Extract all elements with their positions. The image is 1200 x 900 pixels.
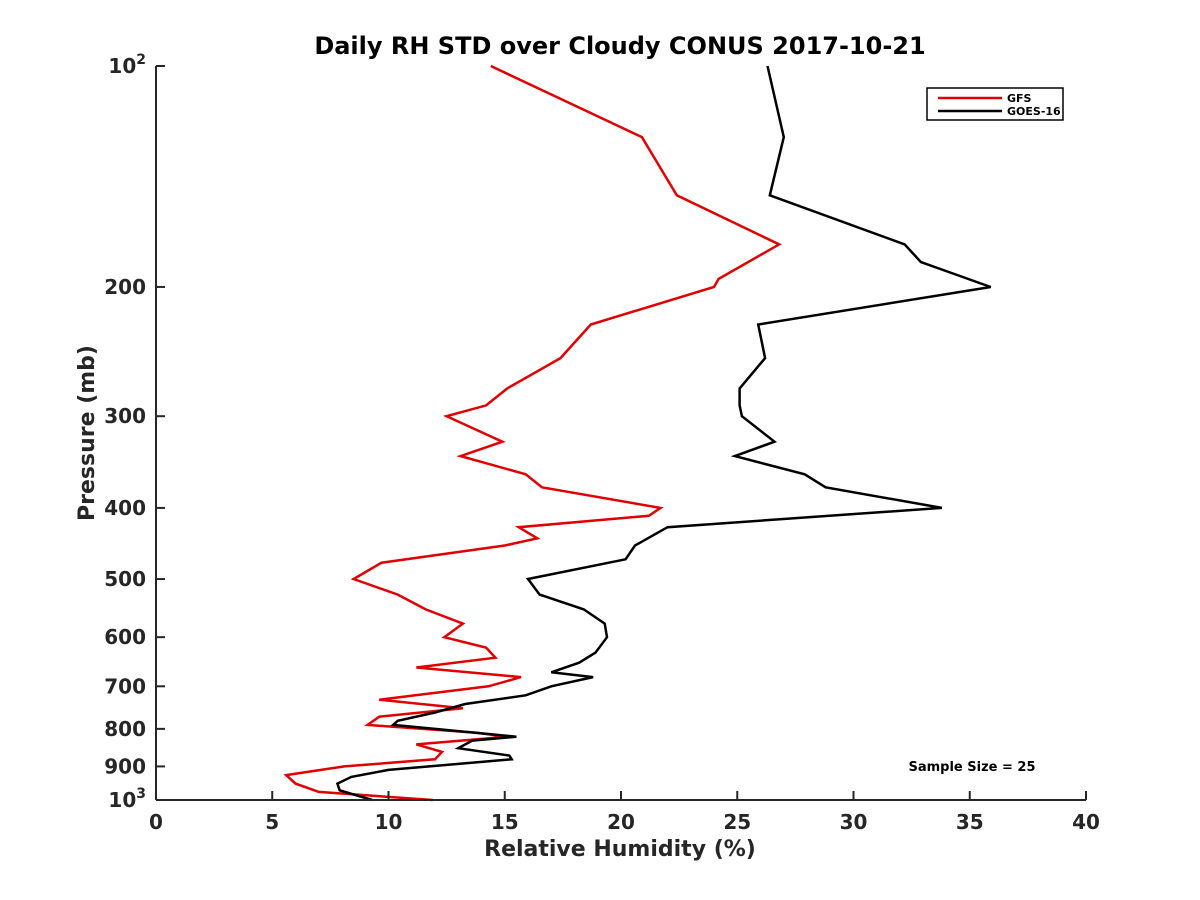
- x-axis-label: Relative Humidity (%): [484, 837, 756, 862]
- x-tick-label: 15: [491, 810, 519, 834]
- chart-title: Daily RH STD over Cloudy CONUS 2017-10-2…: [314, 32, 925, 60]
- y-tick-label: 200: [104, 275, 146, 299]
- y-axis-label: Pressure (mb): [75, 345, 100, 521]
- series-line-gfs: [283, 64, 782, 802]
- x-tick-label: 0: [149, 810, 163, 834]
- legend-label-goes16: GOES-16: [1007, 105, 1061, 118]
- y-tick-label: 800: [104, 717, 146, 741]
- y-tick-label: 700: [104, 674, 146, 698]
- legend-label-gfs: GFS: [1007, 92, 1032, 105]
- y-tick-label: 500: [104, 567, 146, 591]
- x-tick-label: 30: [840, 810, 868, 834]
- series-line-goes16: [335, 65, 992, 802]
- y-tick-label: 103: [108, 786, 146, 812]
- x-tick-label: 20: [607, 810, 635, 834]
- x-tick-label: 25: [723, 810, 751, 834]
- x-tick-label: 5: [265, 810, 279, 834]
- x-tick-label: 35: [956, 810, 984, 834]
- y-tick-label: 600: [104, 625, 146, 649]
- axes: [155, 66, 1086, 801]
- sample-size-annotation: Sample Size = 25: [908, 760, 1035, 775]
- axis-ticks: 0 5 10 15 20 25 30 35 40 102 200 300 400 500 600 700 800…: [104, 52, 1100, 834]
- y-tick-label: 400: [104, 496, 146, 520]
- plot-area: [283, 64, 992, 802]
- y-tick-label: 300: [104, 404, 146, 428]
- legend: GFS GOES-16: [926, 87, 1064, 121]
- x-tick-label: 10: [375, 810, 403, 834]
- y-tick-label: 900: [104, 754, 146, 778]
- x-tick-label: 40: [1072, 810, 1100, 834]
- legend-box: [926, 87, 1064, 121]
- y-tick-label: 102: [108, 52, 146, 78]
